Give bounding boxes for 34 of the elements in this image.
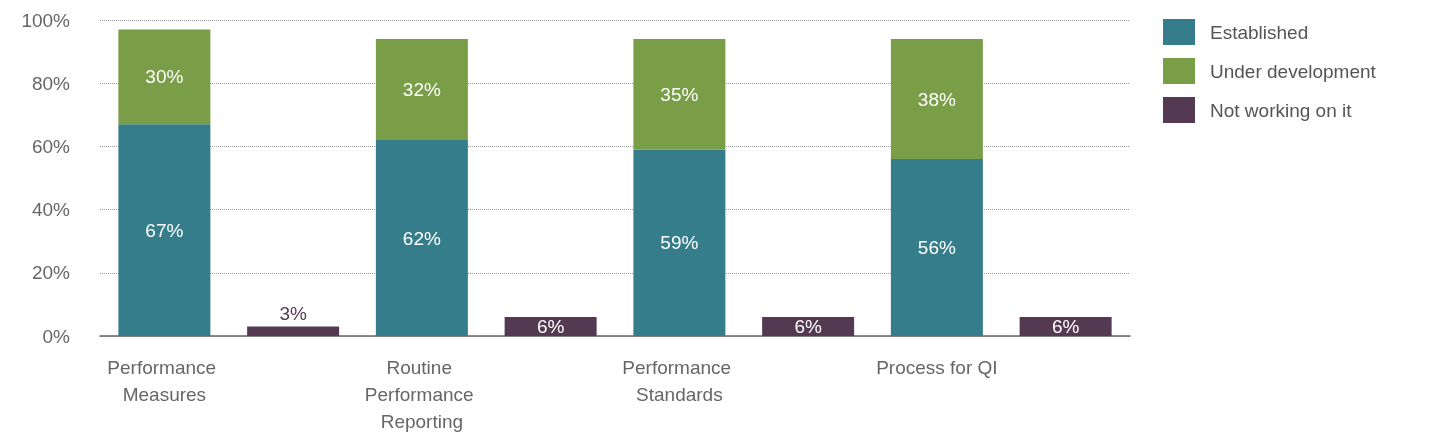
data-label: 6% (794, 316, 822, 338)
y-tick-label: 100% (21, 9, 71, 31)
y-tick-label: 0% (42, 325, 71, 347)
y-tick-label: 40% (31, 199, 71, 221)
bar (633, 38, 726, 150)
data-label: 59% (660, 232, 699, 254)
data-label: 32% (402, 79, 441, 101)
bar (633, 149, 726, 336)
y-tick-label: 20% (31, 262, 71, 284)
bar (375, 140, 468, 336)
bar (247, 326, 340, 336)
data-label: 3% (279, 302, 307, 324)
bar (890, 159, 983, 336)
legend-label: Not working on it (1210, 99, 1353, 121)
data-label: 30% (145, 66, 184, 88)
x-tick-label: Process for QI (876, 357, 998, 378)
data-label: 6% (536, 316, 565, 338)
data-label: 38% (917, 88, 956, 110)
data-label: 6% (1051, 316, 1080, 338)
bar (118, 29, 211, 125)
legend-label: Under development (1210, 60, 1377, 82)
bar (375, 38, 468, 141)
y-tick-label: 80% (31, 72, 71, 94)
bar (118, 124, 211, 336)
data-label: 35% (660, 83, 699, 105)
x-tick-label: Performance Measures (107, 357, 222, 405)
x-tick-label: Routine Performance Reporting (364, 357, 479, 432)
x-tick-label: Performance Standards (622, 357, 737, 405)
bar (890, 38, 983, 160)
y-tick-label: 60% (31, 135, 71, 157)
data-label: 67% (145, 219, 184, 241)
data-label: 62% (402, 227, 441, 249)
data-label: 56% (917, 237, 956, 259)
legend-label: Established (1210, 21, 1309, 43)
